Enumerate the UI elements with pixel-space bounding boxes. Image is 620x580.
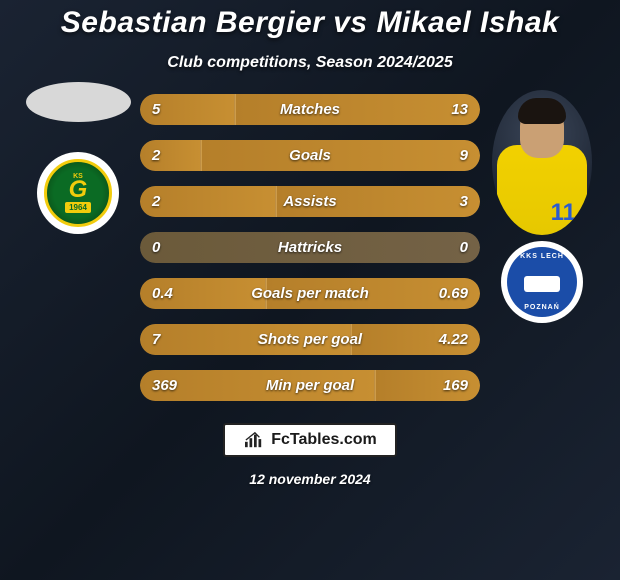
bar-value-right: 9 bbox=[448, 147, 480, 164]
stat-bar-row: 0.4 Goals per match 0.69 bbox=[140, 278, 480, 309]
stat-bar-row: 0 Hattricks 0 bbox=[140, 232, 480, 263]
stat-bar-row: 369 Min per goal 169 bbox=[140, 370, 480, 401]
bar-label: Goals bbox=[289, 147, 331, 164]
chart-icon bbox=[243, 431, 265, 449]
player-left-photo bbox=[26, 82, 131, 122]
club-badge-left-inner: KS G 1964 bbox=[44, 159, 112, 227]
club-badge-right: KKS LECH POZNAŃ bbox=[501, 241, 583, 323]
club-badge-right-inner: KKS LECH POZNAŃ bbox=[507, 247, 577, 317]
bar-label: Shots per goal bbox=[258, 331, 362, 348]
content-root: Sebastian Bergier vs Mikael Ishak Club c… bbox=[0, 0, 620, 580]
stat-bar-row: 2 Assists 3 bbox=[140, 186, 480, 217]
footer-brand-badge: FcTables.com bbox=[223, 423, 397, 457]
stat-bars: 5 Matches 13 2 Goals 9 2 Assists 3 0 Hattricks 0 0.4… bbox=[140, 94, 480, 401]
bar-value-left: 7 bbox=[140, 331, 172, 348]
page-subtitle: Club competitions, Season 2024/2025 bbox=[167, 54, 452, 72]
main-area: KS G 1964 5 Matches 13 2 Goals 9 2 Assists 3 0 Hat… bbox=[0, 90, 620, 401]
club-right-top-text: KKS LECH bbox=[520, 253, 564, 260]
bar-value-left: 0.4 bbox=[140, 285, 185, 302]
bar-value-right: 169 bbox=[431, 377, 480, 394]
bar-value-right: 13 bbox=[439, 101, 480, 118]
bar-label: Hattricks bbox=[278, 239, 342, 256]
stat-bar-row: 7 Shots per goal 4.22 bbox=[140, 324, 480, 355]
bar-label: Min per goal bbox=[266, 377, 354, 394]
bar-label: Assists bbox=[283, 193, 336, 210]
stat-bar-row: 2 Goals 9 bbox=[140, 140, 480, 171]
club-left-year: 1964 bbox=[65, 202, 91, 213]
player-left-column: KS G 1964 bbox=[28, 90, 128, 234]
stat-bar-row: 5 Matches 13 bbox=[140, 94, 480, 125]
bar-value-right: 3 bbox=[448, 193, 480, 210]
bar-value-right: 4.22 bbox=[427, 331, 480, 348]
bar-value-left: 369 bbox=[140, 377, 189, 394]
page-title: Sebastian Bergier vs Mikael Ishak bbox=[61, 6, 559, 40]
player-right-photo: 11 bbox=[492, 90, 592, 235]
bar-fill-right bbox=[201, 140, 480, 171]
player-right-hair bbox=[518, 98, 566, 124]
club-left-letter: G bbox=[69, 180, 88, 199]
footer-date: 12 november 2024 bbox=[249, 471, 370, 487]
footer-brand-text: FcTables.com bbox=[271, 431, 377, 449]
bar-label: Goals per match bbox=[251, 285, 369, 302]
club-badge-left: KS G 1964 bbox=[37, 152, 119, 234]
player-right-column: 11 KKS LECH POZNAŃ bbox=[492, 90, 592, 323]
bar-value-right: 0.69 bbox=[427, 285, 480, 302]
bar-value-left: 2 bbox=[140, 193, 172, 210]
bar-value-left: 2 bbox=[140, 147, 172, 164]
club-right-emblem-icon bbox=[524, 276, 560, 292]
bar-value-right: 0 bbox=[448, 239, 480, 256]
player-right-number: 11 bbox=[551, 199, 576, 227]
bar-value-left: 0 bbox=[140, 239, 172, 256]
bar-label: Matches bbox=[280, 101, 340, 118]
bar-value-left: 5 bbox=[140, 101, 172, 118]
club-right-bottom-text: POZNAŃ bbox=[524, 304, 560, 311]
